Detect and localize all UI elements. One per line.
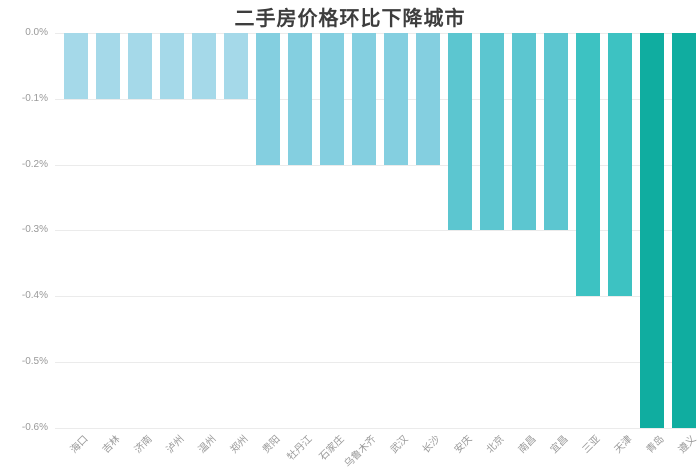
bar — [672, 33, 696, 428]
x-axis-category-label: 郑州 — [228, 433, 251, 456]
x-axis-category-label: 宜昌 — [548, 433, 571, 456]
bar — [256, 33, 280, 165]
x-axis-category-label: 遵义 — [676, 433, 699, 456]
y-axis-tick-label: -0.1% — [21, 93, 48, 104]
x-axis-category-label: 武汉 — [388, 433, 411, 456]
bar — [640, 33, 664, 428]
x-axis-category-label: 青岛 — [644, 433, 667, 456]
x-axis-category-label: 泸州 — [164, 433, 187, 456]
bar — [416, 33, 440, 165]
bar — [448, 33, 472, 230]
bar — [576, 33, 600, 296]
x-axis-category-label: 安庆 — [452, 433, 475, 456]
x-axis-category-label: 三亚 — [580, 433, 603, 456]
y-axis-tick-label: -0.3% — [21, 224, 48, 235]
x-axis-category-label: 乌鲁木齐 — [342, 433, 379, 470]
bar — [384, 33, 408, 165]
x-axis-category-label: 吉林 — [100, 433, 123, 456]
gridline — [55, 362, 696, 363]
gridline — [55, 230, 696, 231]
y-axis-tick-label: -0.4% — [21, 290, 48, 301]
bar — [64, 33, 88, 99]
bar — [288, 33, 312, 165]
bar — [512, 33, 536, 230]
bar — [544, 33, 568, 230]
bar — [320, 33, 344, 165]
gridline — [55, 296, 696, 297]
bar — [128, 33, 152, 99]
x-axis-category-label: 天津 — [612, 433, 635, 456]
y-axis-tick-label: -0.5% — [21, 356, 48, 367]
x-axis-category-label: 南昌 — [516, 433, 539, 456]
y-axis-tick-label: -0.2% — [21, 159, 48, 170]
x-axis-category-label: 长沙 — [420, 433, 443, 456]
gridline — [55, 428, 696, 429]
x-axis-category-label: 贵阳 — [260, 433, 283, 456]
bar — [96, 33, 120, 99]
chart-title: 二手房价格环比下降城市 — [234, 8, 466, 30]
x-axis-category-label: 温州 — [196, 433, 219, 456]
x-axis-category-label: 牡丹江 — [285, 433, 315, 463]
y-axis-tick-label: 0.0% — [25, 27, 48, 38]
bar — [352, 33, 376, 165]
y-axis-tick-label: -0.6% — [21, 422, 48, 433]
bar — [160, 33, 184, 99]
x-axis-category-label: 济南 — [132, 433, 155, 456]
x-axis-category-label: 海口 — [68, 433, 91, 456]
bar — [608, 33, 632, 296]
bar — [224, 33, 248, 99]
bar — [192, 33, 216, 99]
x-axis-category-label: 北京 — [484, 433, 507, 456]
gridline — [55, 165, 696, 166]
bar — [480, 33, 504, 230]
